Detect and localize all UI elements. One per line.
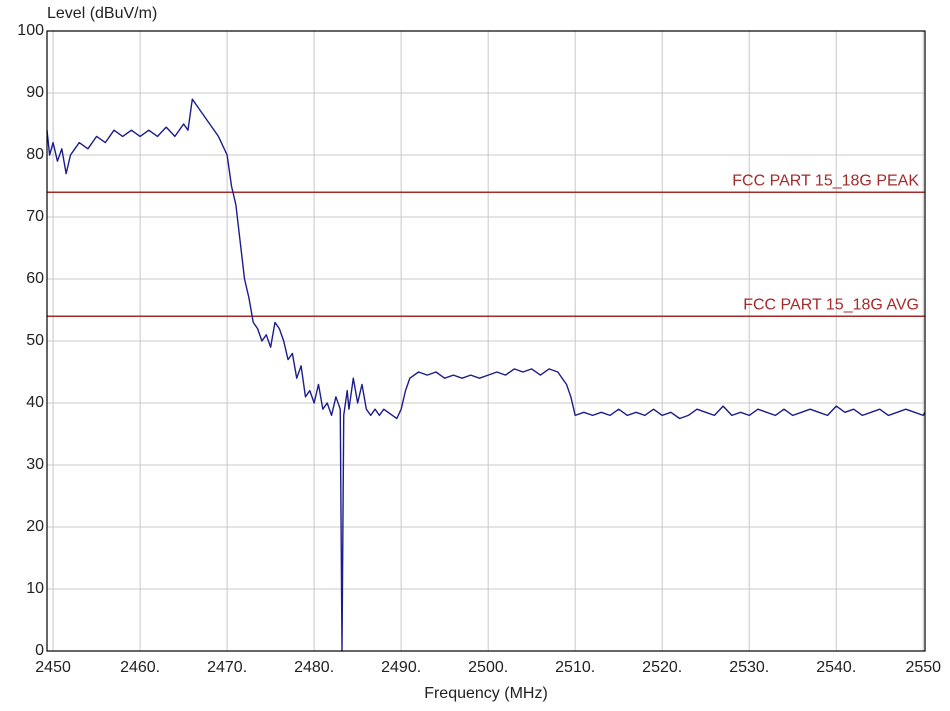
x-tick-label: 2500. — [468, 659, 508, 676]
y-tick-label: 20 — [26, 518, 44, 535]
plot-border — [46, 30, 926, 652]
y-tick-label: 30 — [26, 456, 44, 473]
y-tick-label: 50 — [26, 332, 44, 349]
y-tick-label: 100 — [17, 22, 44, 39]
data-line — [46, 98, 926, 652]
y-tick-label: 0 — [35, 642, 44, 659]
limit-label: FCC PART 15_18G AVG — [743, 296, 919, 313]
limit-label: FCC PART 15_18G PEAK — [732, 172, 919, 189]
x-tick-label: 2540. — [816, 659, 856, 676]
x-tick-label: 2490. — [381, 659, 421, 676]
y-tick-label: 60 — [26, 270, 44, 287]
y-tick-label: 80 — [26, 146, 44, 163]
y-tick-label: 90 — [26, 84, 44, 101]
x-tick-label: 2520. — [642, 659, 682, 676]
y-tick-label: 10 — [26, 580, 44, 597]
x-tick-label: 2450 — [35, 659, 71, 676]
y-axis-label: Level (dBuV/m) — [47, 5, 157, 22]
y-tick-label: 70 — [26, 208, 44, 225]
x-tick-label: 2530. — [729, 659, 769, 676]
x-tick-label: 2510. — [555, 659, 595, 676]
x-tick-label: 2460. — [120, 659, 160, 676]
x-tick-label: 2480. — [294, 659, 334, 676]
x-tick-label: 2550 — [905, 659, 941, 676]
y-tick-label: 40 — [26, 394, 44, 411]
x-tick-label: 2470. — [207, 659, 247, 676]
x-axis-label: Frequency (MHz) — [424, 685, 548, 702]
